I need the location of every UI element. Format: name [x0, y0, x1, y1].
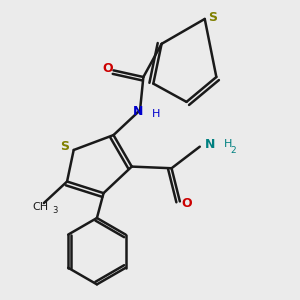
Text: 3: 3 — [52, 206, 58, 215]
Text: N: N — [133, 105, 144, 118]
Text: 2: 2 — [230, 146, 236, 155]
Text: H: H — [224, 139, 232, 149]
Text: H: H — [152, 109, 160, 118]
Text: S: S — [208, 11, 217, 24]
Text: O: O — [102, 62, 113, 75]
Text: CH: CH — [32, 202, 49, 212]
Text: O: O — [182, 196, 193, 210]
Text: N: N — [205, 137, 215, 151]
Text: S: S — [60, 140, 69, 153]
